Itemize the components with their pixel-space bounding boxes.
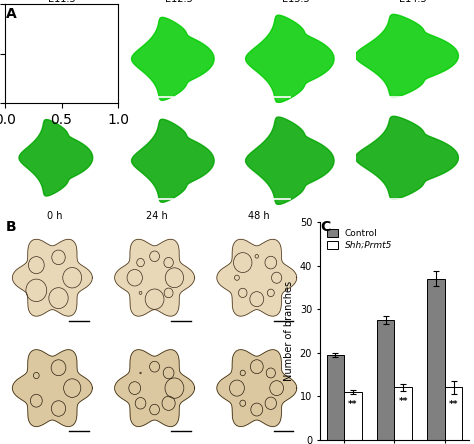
Bar bbox=[327, 355, 344, 440]
Polygon shape bbox=[19, 119, 93, 196]
Text: **: ** bbox=[449, 400, 458, 409]
Text: **: ** bbox=[348, 400, 358, 409]
Title: E14.5: E14.5 bbox=[399, 0, 426, 4]
Polygon shape bbox=[19, 18, 93, 94]
Polygon shape bbox=[246, 117, 334, 204]
Bar bbox=[394, 387, 412, 440]
Legend: Control, Shh;Prmt5: Control, Shh;Prmt5 bbox=[324, 226, 395, 253]
Polygon shape bbox=[246, 15, 334, 103]
Polygon shape bbox=[217, 350, 297, 427]
Polygon shape bbox=[355, 14, 458, 97]
Bar bbox=[344, 392, 362, 440]
Text: C: C bbox=[320, 220, 330, 234]
Title: 48 h: 48 h bbox=[248, 211, 270, 221]
Polygon shape bbox=[115, 350, 194, 427]
Bar bbox=[427, 278, 445, 440]
Polygon shape bbox=[217, 239, 297, 316]
Title: 24 h: 24 h bbox=[146, 211, 167, 221]
Text: **: ** bbox=[399, 397, 408, 406]
Polygon shape bbox=[12, 350, 92, 427]
Title: E12.5: E12.5 bbox=[164, 0, 192, 4]
Polygon shape bbox=[115, 239, 194, 316]
Text: B: B bbox=[6, 220, 16, 234]
Polygon shape bbox=[355, 116, 458, 199]
Polygon shape bbox=[12, 239, 92, 316]
Y-axis label: Number of branches: Number of branches bbox=[284, 281, 294, 381]
Polygon shape bbox=[132, 17, 214, 100]
Bar bbox=[377, 320, 394, 440]
Title: 0 h: 0 h bbox=[46, 211, 62, 221]
Polygon shape bbox=[132, 119, 214, 202]
Bar bbox=[445, 387, 463, 440]
Text: A: A bbox=[6, 7, 17, 21]
Title: E11.5: E11.5 bbox=[48, 0, 75, 4]
Title: E13.5: E13.5 bbox=[282, 0, 310, 4]
